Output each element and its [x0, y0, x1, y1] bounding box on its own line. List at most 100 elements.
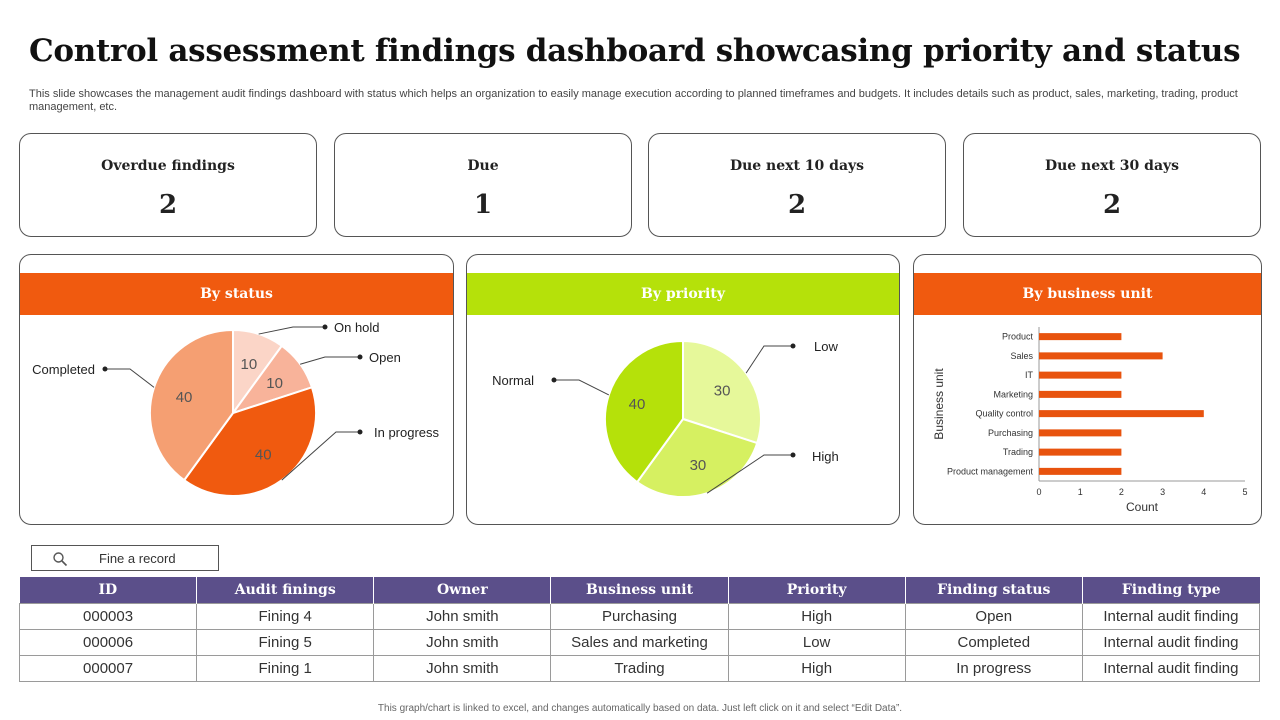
legend-label-low: Low	[814, 339, 838, 354]
pie-slice-low	[682, 339, 762, 445]
cell-business-unit: Sales and marketing	[550, 629, 729, 656]
leader-line-in-progress	[281, 431, 360, 481]
kpi-value: 2	[158, 190, 178, 220]
column-header-id[interactable]: ID	[19, 577, 198, 604]
data-label-on-hold: 10	[241, 356, 258, 373]
leader-line-high	[706, 454, 793, 494]
cell-finding-type: Internal audit finding	[1081, 603, 1261, 630]
data-label-open: 10	[266, 375, 283, 392]
kpi-card-overdue: Overdue findings 2	[19, 133, 317, 237]
cell-finding-status: Open	[904, 603, 1083, 630]
x-tick-label-3: 3	[1160, 487, 1165, 497]
kpi-value: 2	[1102, 190, 1122, 220]
cell-finding-type: Internal audit finding	[1081, 629, 1261, 656]
bar-product	[1039, 333, 1122, 341]
leader-dot-open	[357, 354, 363, 360]
y-axis-title: Business unit	[932, 368, 946, 440]
table-header-row: ID Audit finings Owner Business unit Pri…	[19, 577, 1260, 604]
bar-product-management	[1039, 467, 1122, 475]
leader-dot-in-progress	[357, 429, 363, 435]
findings-table: ID Audit finings Owner Business unit Pri…	[18, 577, 1261, 682]
status-pie-chart[interactable]: 10 On hold 10 Open 40 In progress 40 Completed	[20, 255, 454, 525]
cell-finding-type: Internal audit finding	[1081, 655, 1261, 682]
leader-dot-normal	[551, 377, 557, 383]
column-header-business-unit[interactable]: Business unit	[550, 577, 729, 604]
leader-line-on-hold	[258, 326, 325, 335]
cell-owner: John smith	[373, 603, 552, 630]
bar-it	[1039, 371, 1122, 379]
cell-priority: Low	[727, 629, 906, 656]
cell-priority: High	[727, 603, 906, 630]
cell-finding-status: In progress	[904, 655, 1083, 682]
page-subtitle: This slide showcases the management audi…	[29, 88, 1238, 113]
leader-line-completed	[105, 368, 155, 388]
column-header-owner[interactable]: Owner	[373, 577, 552, 604]
legend-label-on-hold: On hold	[334, 320, 380, 335]
y-tick-label-product-management: Product management	[947, 466, 1034, 476]
y-tick-label-marketing: Marketing	[993, 389, 1033, 399]
kpi-label: Due	[467, 158, 499, 174]
leader-dot-completed	[102, 366, 108, 372]
y-tick-label-sales: Sales	[1010, 351, 1033, 361]
cell-id: 000007	[18, 655, 198, 682]
leader-dot-on-hold	[322, 324, 328, 330]
pie-slice-completed	[149, 328, 234, 482]
data-label-low: 30	[714, 383, 731, 400]
legend-label-in-progress: In progress	[374, 425, 440, 440]
y-tick-label-quality-control: Quality control	[975, 409, 1033, 419]
business-bar-chart[interactable]: Product Sales IT Marketing Quality control Pu…	[914, 255, 1262, 525]
leader-dot-low	[790, 343, 796, 349]
legend-label-normal: Normal	[492, 373, 534, 388]
y-tick-label-it: IT	[1025, 370, 1034, 380]
kpi-value: 1	[473, 190, 493, 220]
cell-owner: John smith	[373, 655, 552, 682]
bar-marketing	[1039, 390, 1122, 398]
leader-line-low	[745, 345, 793, 374]
cell-owner: John smith	[373, 629, 552, 656]
priority-pie-chart[interactable]: 30 Low 30 High 40 Normal	[467, 255, 900, 525]
business-panel-header: By business unit	[914, 273, 1261, 315]
cell-business-unit: Trading	[550, 655, 729, 682]
footnote: This graph/chart is linked to excel, and…	[377, 703, 903, 714]
x-tick-label-1: 1	[1078, 487, 1083, 497]
search-box[interactable]: Fine a record	[31, 545, 219, 571]
column-header-finding-status[interactable]: Finding status	[905, 577, 1083, 604]
kpi-label: Due next 10 days	[729, 158, 865, 174]
cell-id: 000003	[18, 603, 198, 630]
column-header-finding-type[interactable]: Finding type	[1082, 577, 1260, 604]
cell-priority: High	[727, 655, 906, 682]
table-row[interactable]: 000003 Fining 4 John smith Purchasing Hi…	[18, 603, 1261, 630]
pie-slice-normal	[604, 339, 684, 484]
data-label-completed: 40	[176, 389, 193, 406]
kpi-card-due-next-30: Due next 30 days 2	[963, 133, 1261, 237]
x-tick-label-2: 2	[1119, 487, 1124, 497]
page-title: Control assessment findings dashboard sh…	[29, 33, 1241, 69]
pie-slice-in-progress	[182, 386, 317, 497]
leader-line-normal	[554, 379, 610, 396]
priority-panel: By priority 30 Low 30 High 40 Normal	[466, 254, 900, 525]
search-input[interactable]: Fine a record	[99, 551, 176, 566]
data-label-high: 30	[690, 457, 707, 474]
data-label-normal: 40	[629, 396, 646, 413]
search-icon	[53, 552, 68, 567]
table-row[interactable]: 000007 Fining 1 John smith Trading High …	[18, 655, 1261, 682]
x-tick-label-4: 4	[1201, 487, 1206, 497]
bar-sales	[1039, 352, 1163, 360]
business-panel: By business unit Product Sales IT Marketing…	[913, 254, 1262, 525]
column-header-priority[interactable]: Priority	[728, 577, 906, 604]
status-panel-header: By status	[20, 273, 453, 315]
y-tick-label-trading: Trading	[1003, 447, 1033, 457]
legend-label-open: Open	[369, 350, 401, 365]
table-row[interactable]: 000006 Fining 5 John smith Sales and mar…	[18, 629, 1261, 656]
leader-dot-high	[790, 452, 796, 458]
leader-line-open	[300, 356, 360, 365]
kpi-card-due: Due 1	[334, 133, 632, 237]
cell-audit-finding: Fining 5	[196, 629, 375, 656]
status-panel: By status 10 On hold 10 Open 40 In progress 40…	[19, 254, 454, 525]
y-tick-label-product: Product	[1002, 332, 1034, 342]
data-label-in-progress: 40	[255, 447, 272, 464]
column-header-audit-findings[interactable]: Audit finings	[196, 577, 375, 604]
bar-quality-control	[1039, 410, 1204, 418]
cell-audit-finding: Fining 4	[196, 603, 375, 630]
x-tick-label-0: 0	[1036, 487, 1041, 497]
